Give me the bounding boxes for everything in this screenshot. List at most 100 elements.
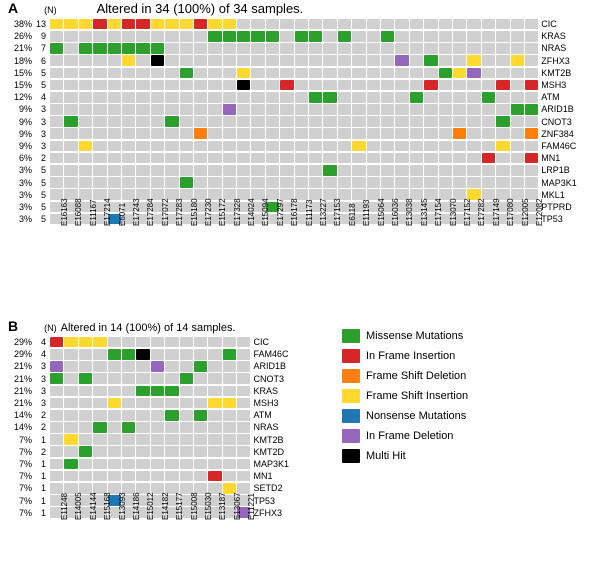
cell	[511, 19, 524, 30]
gene-pct: 14%	[8, 422, 32, 432]
cell	[381, 116, 394, 127]
cell	[50, 104, 63, 115]
panel-b-xlabels: E11248E14005E14144E15168E13093E14186E150…	[50, 520, 588, 529]
sample-label: E15030	[194, 520, 208, 529]
gene-pct: 18%	[8, 56, 32, 66]
cell	[511, 177, 524, 188]
cell	[64, 165, 77, 176]
cell	[180, 165, 193, 176]
cell	[165, 153, 178, 164]
cell	[237, 373, 250, 384]
gene-cells	[50, 31, 539, 42]
gene-label: KRAS	[541, 31, 566, 41]
cell	[237, 446, 250, 457]
cell	[266, 31, 279, 42]
cell	[323, 80, 336, 91]
panel-a-n-label: (N)	[44, 5, 57, 15]
cell	[50, 386, 63, 397]
cell	[122, 31, 135, 42]
cell	[467, 177, 480, 188]
cell	[180, 434, 193, 445]
cell	[223, 177, 236, 188]
cell	[453, 31, 466, 42]
cell	[280, 55, 293, 66]
cell	[136, 349, 149, 360]
cell	[180, 43, 193, 54]
gene-count: 4	[34, 349, 46, 359]
cell	[410, 92, 423, 103]
gene-pct: 15%	[8, 68, 32, 78]
cell	[309, 68, 322, 79]
cell	[93, 434, 106, 445]
cell	[424, 153, 437, 164]
sample-label: E14024	[237, 226, 251, 235]
cell	[50, 177, 63, 188]
cell	[108, 92, 121, 103]
cell	[338, 104, 351, 115]
cell	[395, 92, 408, 103]
cell	[136, 92, 149, 103]
cell	[381, 165, 394, 176]
cell	[223, 80, 236, 91]
cell	[251, 80, 264, 91]
cell	[122, 398, 135, 409]
gene-pct: 7%	[8, 435, 32, 445]
sample-label: E13145	[410, 226, 424, 235]
cell	[180, 128, 193, 139]
cell	[223, 55, 236, 66]
sample-label: E15012	[136, 520, 150, 529]
gene-label: SETD2	[253, 483, 282, 493]
gene-row: 21%7NRAS	[8, 42, 588, 54]
cell	[180, 398, 193, 409]
cell	[352, 43, 365, 54]
cell	[136, 141, 149, 152]
cell	[136, 165, 149, 176]
cell	[280, 43, 293, 54]
cell	[180, 80, 193, 91]
cell	[266, 128, 279, 139]
cell	[122, 116, 135, 127]
gene-cells	[50, 434, 251, 445]
cell	[108, 446, 121, 457]
cell	[367, 31, 380, 42]
cell	[50, 337, 63, 348]
cell	[525, 128, 538, 139]
cell	[108, 104, 121, 115]
cell	[208, 410, 221, 421]
cell	[93, 128, 106, 139]
cell	[194, 104, 207, 115]
cell	[180, 177, 193, 188]
gene-pct: 26%	[8, 31, 32, 41]
cell	[352, 68, 365, 79]
cell	[180, 31, 193, 42]
cell	[323, 153, 336, 164]
cell	[194, 128, 207, 139]
cell	[151, 19, 164, 30]
cell	[223, 165, 236, 176]
cell	[367, 116, 380, 127]
legend-label: In Frame Insertion	[366, 350, 455, 362]
cell	[208, 128, 221, 139]
cell	[338, 116, 351, 127]
gene-pct: 3%	[8, 178, 32, 188]
cell	[180, 104, 193, 115]
cell	[295, 80, 308, 91]
cell	[194, 386, 207, 397]
cell	[453, 55, 466, 66]
cell	[208, 361, 221, 372]
cell	[151, 104, 164, 115]
cell	[410, 116, 423, 127]
cell	[525, 104, 538, 115]
cell	[122, 128, 135, 139]
gene-cells	[50, 361, 251, 372]
sample-label: E17284	[136, 226, 150, 235]
cell	[64, 104, 77, 115]
cell	[79, 434, 92, 445]
cell	[151, 459, 164, 470]
gene-pct: 7%	[8, 496, 32, 506]
cell	[439, 55, 452, 66]
gene-pct: 3%	[8, 214, 32, 224]
cell	[467, 104, 480, 115]
cell	[194, 410, 207, 421]
legend-swatch	[342, 329, 360, 343]
